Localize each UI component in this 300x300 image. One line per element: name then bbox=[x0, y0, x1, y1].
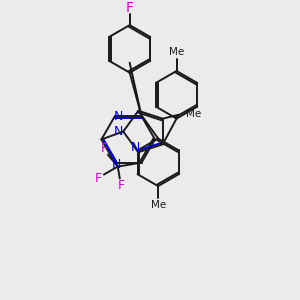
Text: F: F bbox=[126, 1, 134, 15]
Text: N: N bbox=[114, 125, 123, 138]
Text: Me: Me bbox=[151, 200, 166, 210]
Text: Me: Me bbox=[169, 47, 184, 57]
Text: N: N bbox=[130, 141, 140, 154]
Text: N: N bbox=[112, 158, 122, 171]
Text: N: N bbox=[114, 110, 124, 123]
Text: F: F bbox=[118, 179, 125, 192]
Text: F: F bbox=[100, 142, 107, 155]
Text: F: F bbox=[94, 172, 101, 185]
Text: Me: Me bbox=[187, 109, 202, 119]
